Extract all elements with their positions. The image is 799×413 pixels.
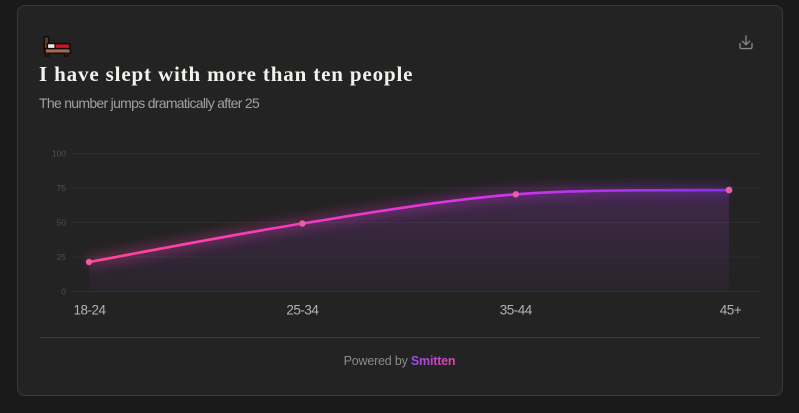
svg-text:100: 100	[52, 149, 66, 159]
svg-text:35-44: 35-44	[500, 303, 533, 318]
svg-text:25-34: 25-34	[286, 303, 319, 318]
svg-text:75: 75	[57, 183, 67, 193]
svg-text:18-24: 18-24	[73, 303, 106, 318]
svg-text:45+: 45+	[720, 303, 742, 318]
svg-text:50: 50	[57, 218, 67, 228]
svg-text:25: 25	[57, 252, 67, 262]
svg-text:0: 0	[61, 287, 66, 297]
